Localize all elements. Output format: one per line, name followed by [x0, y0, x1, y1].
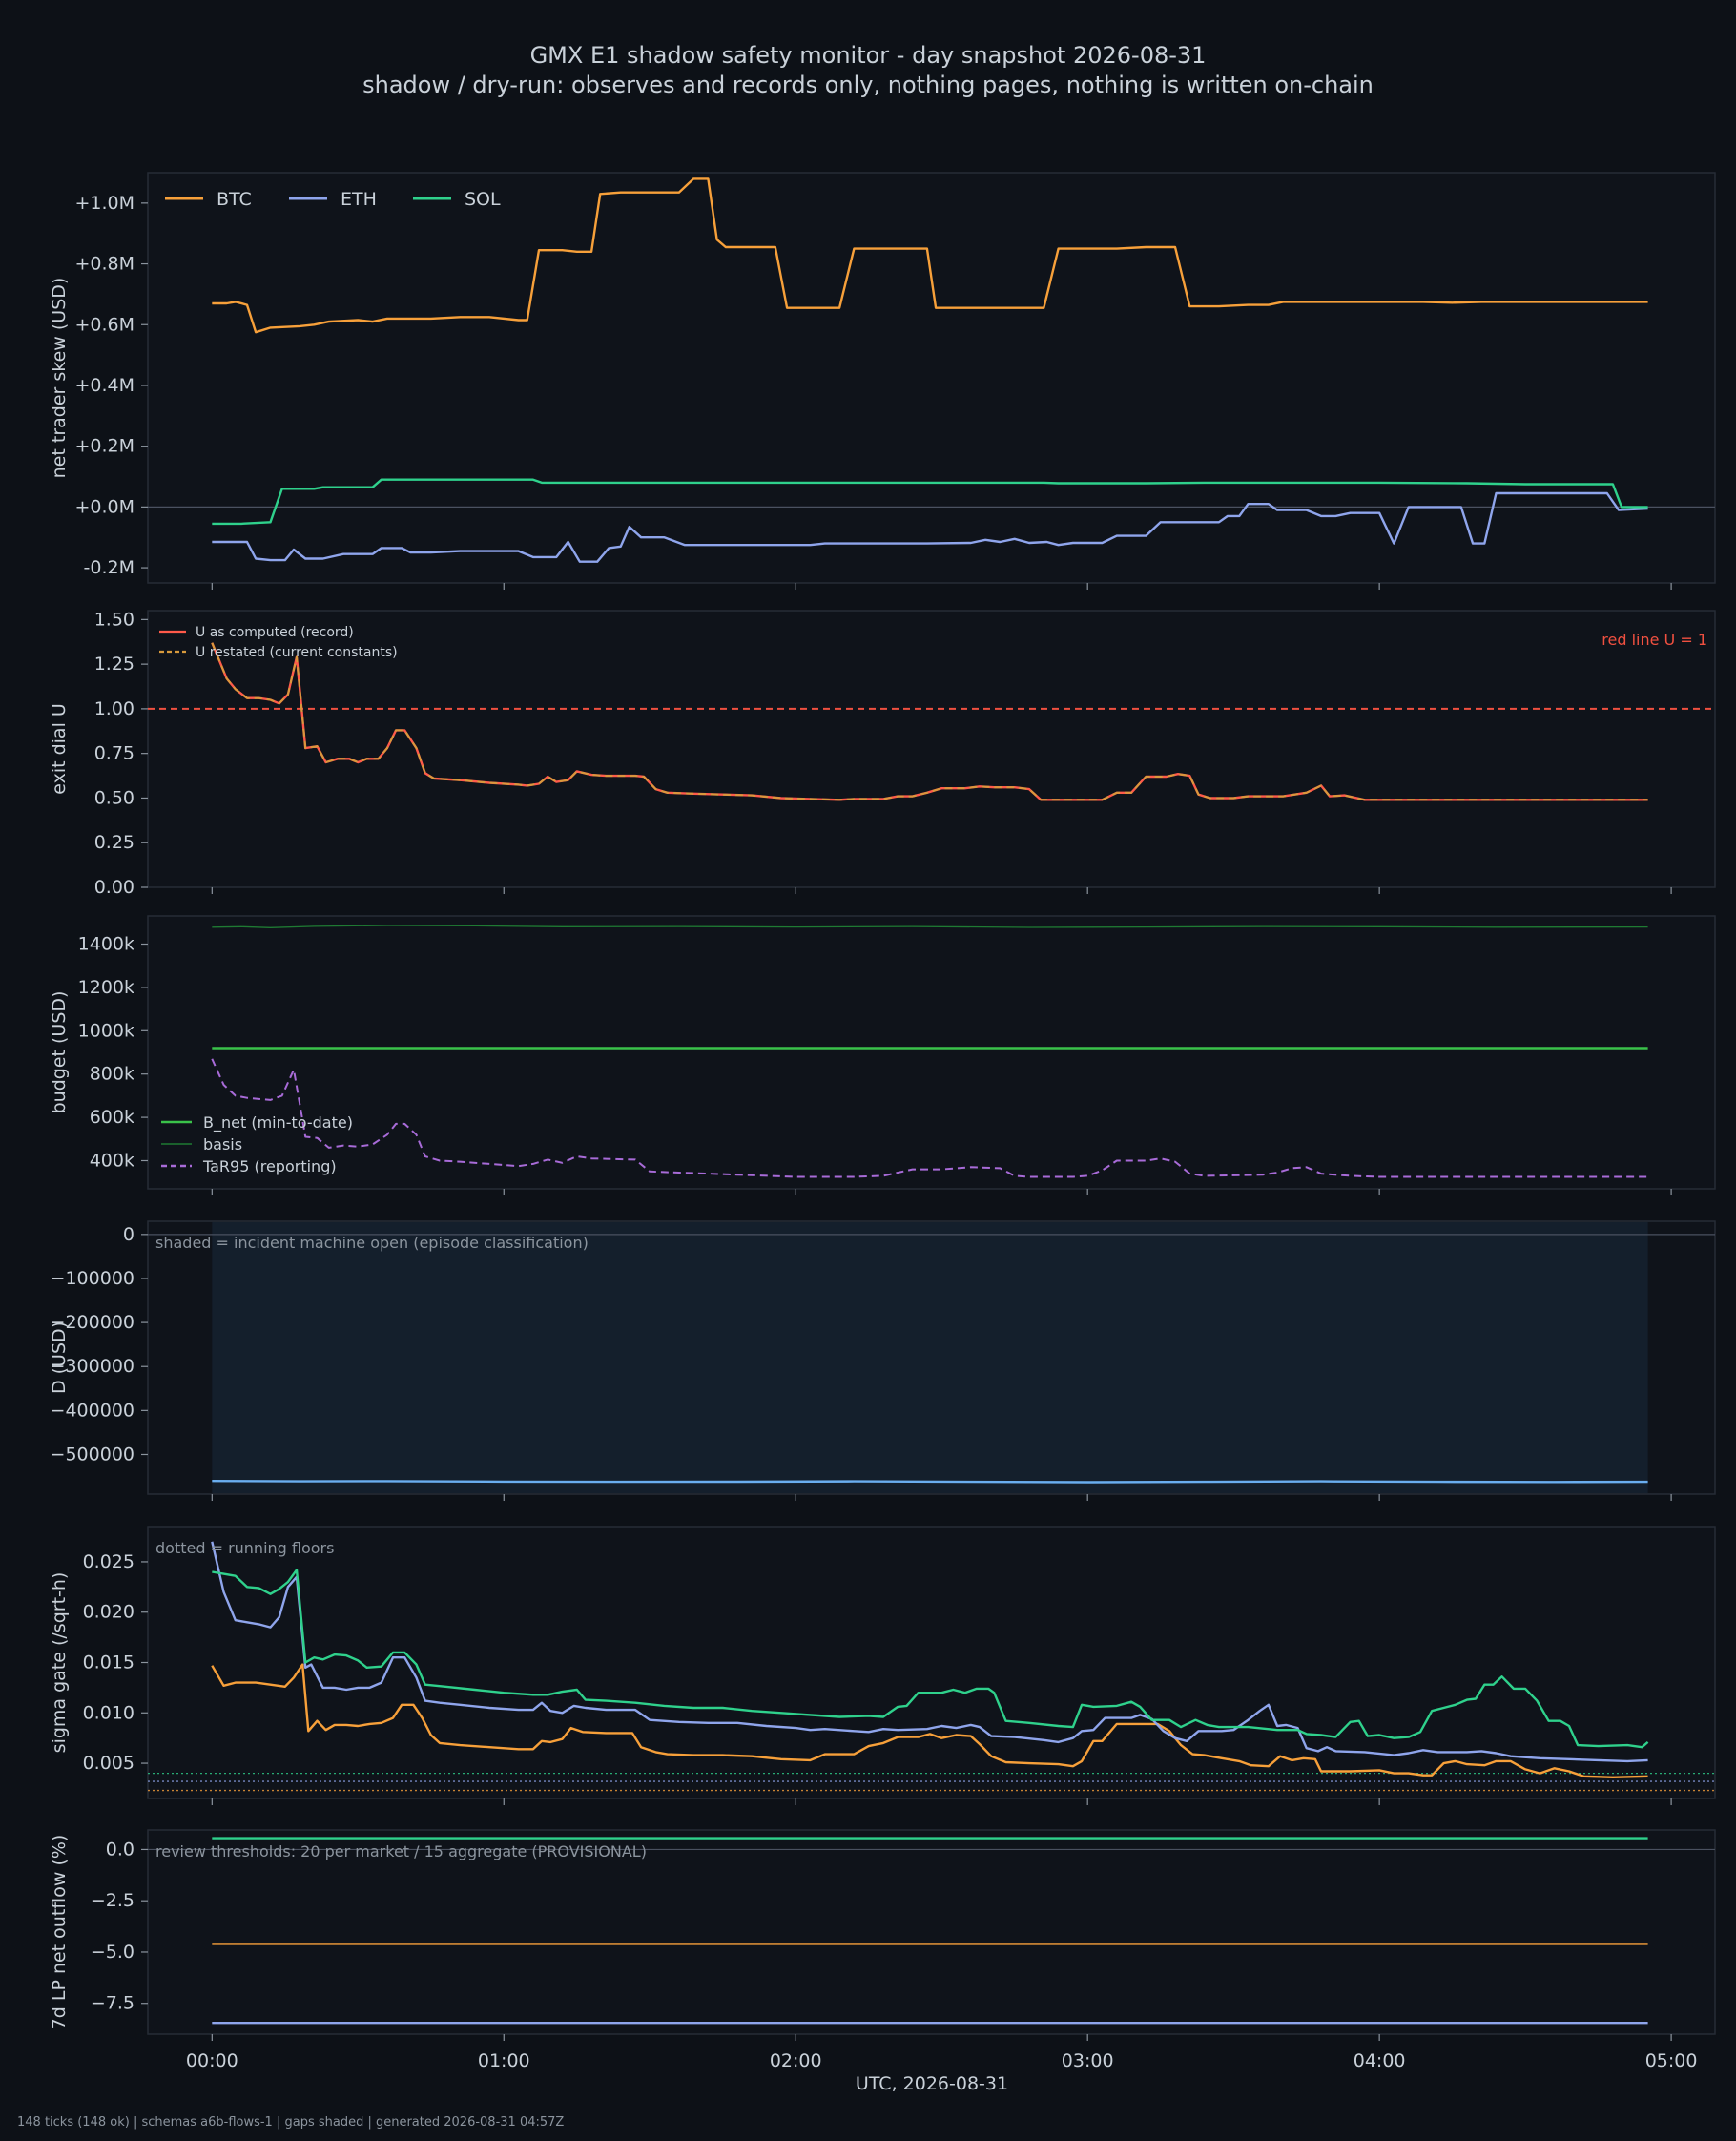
- x-tick-label: 04:00: [1354, 2050, 1406, 2071]
- y-axis-label: budget (USD): [49, 991, 70, 1114]
- y-axis-label: 7d LP net outflow (%): [49, 1835, 70, 2030]
- legend-label: B_net (min-to-date): [203, 1113, 353, 1133]
- y-tick-label: −400000: [51, 1400, 134, 1421]
- y-tick-label: −500000: [51, 1444, 134, 1465]
- y-tick-label: 0.015: [83, 1653, 134, 1673]
- x-tick-label: 01:00: [478, 2050, 530, 2071]
- y-tick-label: 0.005: [83, 1753, 134, 1774]
- y-tick-label: 600k: [90, 1107, 134, 1128]
- y-tick-label: 1.25: [94, 654, 134, 675]
- y-tick-label: −7.5: [91, 1993, 134, 2014]
- x-tick-label: 05:00: [1645, 2050, 1698, 2071]
- y-tick-label: 0.00: [94, 877, 134, 898]
- y-tick-label: 0.25: [94, 832, 134, 853]
- panel-note: shaded = incident machine open (episode …: [155, 1234, 589, 1252]
- x-tick-label: 00:00: [186, 2050, 238, 2071]
- panel-sigma: 0.025 0.020 0.015 0.010 0.005 sigma gate (/sq…: [49, 1526, 1716, 1805]
- legend-label: ETH: [341, 189, 377, 210]
- y-axis-label: sigma gate (/sqrt-h): [49, 1572, 70, 1754]
- y-tick-label: 0.50: [94, 787, 134, 808]
- series-line: [212, 478, 1648, 526]
- series-line: [211, 1541, 1648, 1763]
- y-tick-label: 1200k: [78, 977, 134, 998]
- panel-lp_outflow: 0.0 −2.5 −5.0 −7.5 7d LP net outflow (%) revi…: [49, 1829, 1716, 2041]
- series-line: [212, 491, 1648, 563]
- panel-frame: [147, 610, 1716, 888]
- series-line: [211, 642, 1648, 801]
- panel-budget: 1400k 1200k 1000k 800k 600k 400k budget (USD) B…: [49, 915, 1716, 1195]
- y-tick-label: 0.025: [83, 1551, 134, 1572]
- redline-label: red line U = 1: [1602, 631, 1707, 649]
- chart-title: GMX E1 shadow safety monitor - day snaps…: [530, 42, 1207, 69]
- panel-skew: +1.0M +0.8M +0.6M +0.4M +0.2M +0.0M -0.2M net t…: [49, 172, 1716, 590]
- x-tick-label: 03:00: [1062, 2050, 1114, 2071]
- y-tick-label: −300000: [51, 1356, 134, 1377]
- y-tick-label: −200000: [51, 1312, 134, 1333]
- y-tick-label: −5.0: [91, 1942, 134, 1963]
- y-tick-label: 400k: [90, 1150, 134, 1171]
- y-tick-label: +1.0M: [74, 193, 134, 214]
- x-axis-label: UTC, 2026-08-31: [856, 2073, 1008, 2094]
- series-line: [212, 925, 1648, 928]
- legend-label: TaR95 (reporting): [202, 1157, 337, 1175]
- y-tick-label: +0.2M: [74, 436, 134, 457]
- y-tick-label: -0.2M: [84, 557, 134, 578]
- legend-label: U restated (current constants): [196, 645, 398, 660]
- series-line: [211, 1058, 1648, 1178]
- panel-frame: [147, 1526, 1716, 1799]
- legend-label: basis: [203, 1135, 242, 1154]
- y-tick-label: 1400k: [78, 934, 134, 955]
- y-axis-label: exit dial U: [49, 703, 70, 795]
- y-tick-label: 800k: [90, 1064, 134, 1085]
- y-tick-label: 1000k: [78, 1020, 134, 1041]
- panel-note: review thresholds: 20 per market / 15 ag…: [155, 1842, 647, 1860]
- y-axis-label: net trader skew (USD): [49, 278, 70, 479]
- panel-frame: [147, 915, 1716, 1190]
- panel-frame: [147, 1829, 1716, 2035]
- panel-frame: [147, 172, 1716, 584]
- panel-exit_dial: 1.50 1.25 1.00 0.75 0.50 0.25 0.00 exit dial U r…: [49, 609, 1716, 898]
- y-tick-label: +0.8M: [74, 254, 134, 275]
- y-axis-label: D (USD): [49, 1321, 70, 1394]
- y-tick-label: +0.6M: [74, 314, 134, 335]
- y-tick-label: 0: [123, 1224, 134, 1245]
- y-tick-label: 0.75: [94, 743, 134, 764]
- legend-label: BTC: [217, 189, 252, 210]
- series-line: [212, 177, 1648, 334]
- y-tick-label: 0.010: [83, 1702, 134, 1723]
- y-tick-label: −2.5: [91, 1890, 134, 1911]
- series-line: [211, 1663, 1648, 1778]
- legend-label: SOL: [465, 189, 501, 210]
- x-tick-label: 02:00: [770, 2050, 822, 2071]
- y-tick-label: +0.4M: [74, 375, 134, 396]
- legend-label: U as computed (record): [196, 625, 354, 640]
- y-tick-label: 0.0: [106, 1839, 134, 1860]
- y-tick-label: 1.50: [94, 609, 134, 630]
- y-tick-label: −100000: [51, 1268, 134, 1289]
- y-tick-label: 1.00: [94, 698, 134, 719]
- panel-drawdown: 0 −100000 −200000 −300000 −400000 −500000 D (U…: [49, 1220, 1716, 1501]
- y-tick-label: +0.0M: [74, 496, 134, 517]
- panel-note: dotted = running floors: [155, 1539, 334, 1557]
- y-tick-label: 0.020: [83, 1602, 134, 1623]
- chart-subtitle: shadow / dry-run: observes and records o…: [362, 72, 1374, 98]
- footer-status: 148 ticks (148 ok) | schemas a6b-flows-1…: [17, 2115, 564, 2130]
- series-line: [212, 1569, 1649, 1749]
- incident-shade: [212, 1222, 1648, 1493]
- series-line: [212, 1480, 1648, 1484]
